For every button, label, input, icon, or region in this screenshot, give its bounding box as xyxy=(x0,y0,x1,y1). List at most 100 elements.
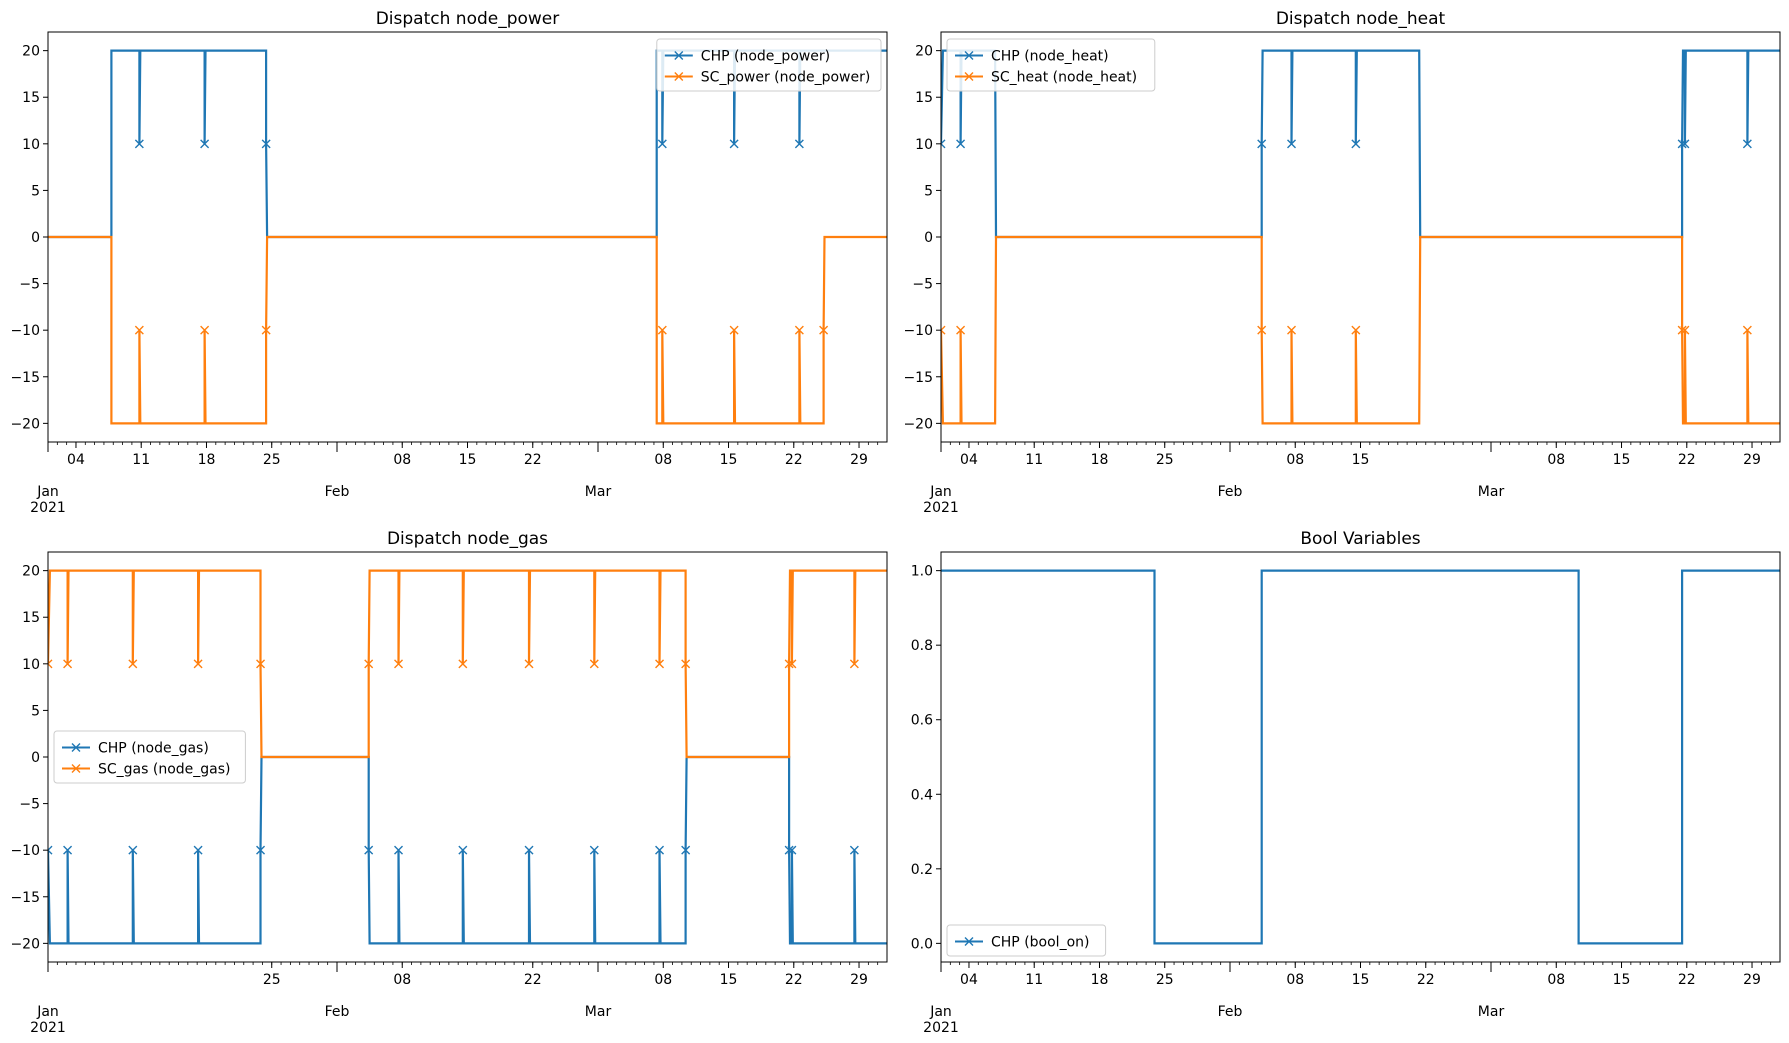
data-marker xyxy=(394,659,404,669)
x-tick-label: 18 xyxy=(1091,972,1109,988)
x-tick-label: 04 xyxy=(960,452,978,468)
x-tick-label: 22 xyxy=(1678,972,1696,988)
y-tick-label: −5 xyxy=(19,277,40,293)
x-year-label: 2021 xyxy=(923,500,959,516)
data-marker xyxy=(200,139,210,149)
x-month-label: Mar xyxy=(1478,1004,1505,1020)
data-marker xyxy=(48,845,53,855)
y-tick-label: 0.6 xyxy=(911,713,933,729)
legend-label: CHP (node_power) xyxy=(701,49,830,65)
data-marker xyxy=(364,845,374,855)
legend-box xyxy=(656,38,882,92)
y-tick-label: −20 xyxy=(903,416,933,432)
y-tick-label: 0.4 xyxy=(911,787,933,803)
series-group xyxy=(941,569,1780,945)
x-tick-label: 25 xyxy=(1156,452,1174,468)
x-tick-label: 04 xyxy=(960,972,978,988)
x-year-label: 2021 xyxy=(923,1020,959,1036)
legend: CHP (node_power) SC_power (node_power) xyxy=(656,38,882,92)
legend-marker xyxy=(964,51,974,60)
x-tick-label: 15 xyxy=(1352,452,1370,468)
x-month-label: Jan xyxy=(36,1004,59,1020)
x-tick-label: 08 xyxy=(654,452,672,468)
legend-marker xyxy=(674,51,684,60)
legend: CHP (node_heat) SC_heat (node_heat) xyxy=(946,38,1156,92)
data-marker xyxy=(1677,325,1687,335)
x-tick-label: 22 xyxy=(524,972,542,988)
legend-label: CHP (node_heat) xyxy=(991,49,1109,65)
x-tick-label: 08 xyxy=(1286,972,1304,988)
y-tick-label: 10 xyxy=(915,137,933,153)
legend-marker xyxy=(674,72,684,81)
x-tick-label: 11 xyxy=(1025,452,1043,468)
y-tick-label: 10 xyxy=(22,137,40,153)
x-month-label: Feb xyxy=(1218,484,1243,500)
x-tick-label: 29 xyxy=(1743,972,1761,988)
x-tick-label: 08 xyxy=(1286,452,1304,468)
data-marker xyxy=(1680,139,1690,149)
x-month-label: Feb xyxy=(325,484,350,500)
legend-label: CHP (node_gas) xyxy=(98,741,209,757)
series-group xyxy=(941,49,1780,425)
series-line-1 xyxy=(48,755,887,945)
data-marker xyxy=(849,845,859,855)
data-marker xyxy=(1257,139,1267,149)
y-tick-label: −10 xyxy=(10,323,40,339)
y-tick-label: 5 xyxy=(924,183,933,199)
x-tick-label: 15 xyxy=(1613,972,1631,988)
data-marker xyxy=(784,659,794,669)
data-marker xyxy=(1287,139,1297,149)
data-marker xyxy=(1742,325,1752,335)
data-marker xyxy=(681,845,691,855)
y-tick-label: 0 xyxy=(924,230,933,246)
y-tick-label: 5 xyxy=(31,703,40,719)
data-marker xyxy=(128,845,138,855)
data-marker xyxy=(63,659,73,669)
x-month-label: Mar xyxy=(585,484,612,500)
x-tick-label: 11 xyxy=(132,452,150,468)
chart-title: Bool Variables xyxy=(1300,529,1420,549)
x-month-label: Jan xyxy=(929,1004,952,1020)
x-tick-label: 22 xyxy=(785,972,803,988)
data-marker xyxy=(134,325,144,335)
y-tick-label: −15 xyxy=(10,890,40,906)
y-tick-label: 0.0 xyxy=(911,936,933,952)
data-marker xyxy=(589,845,599,855)
axes-frame xyxy=(47,31,888,443)
y-tick-label: 1.0 xyxy=(911,564,933,580)
data-marker xyxy=(1257,325,1267,335)
chart-panel-4: Bool Variables 0.0 0.2 0.4 0.6 0.8 1.0 04 11 18 25… xyxy=(911,529,1781,1036)
legend-label: SC_gas (node_gas) xyxy=(98,762,231,778)
x-tick-label: 22 xyxy=(524,452,542,468)
data-marker xyxy=(524,845,534,855)
data-marker xyxy=(655,845,665,855)
x-tick-label: 18 xyxy=(1091,452,1109,468)
legend-marker xyxy=(71,743,81,752)
x-tick-label: 25 xyxy=(1156,972,1174,988)
y-tick-label: 0 xyxy=(31,750,40,766)
legend-box xyxy=(946,924,1107,957)
x-tick-label: 04 xyxy=(67,452,85,468)
data-marker xyxy=(729,325,739,335)
series-line-2 xyxy=(48,235,887,425)
x-tick-label: 22 xyxy=(1417,972,1435,988)
x-month-label: Mar xyxy=(585,1004,612,1020)
legend: CHP (bool_on) xyxy=(946,924,1107,957)
x-tick-label: 15 xyxy=(459,452,477,468)
x-month-label: Jan xyxy=(929,484,952,500)
data-marker xyxy=(657,325,667,335)
series-line-2 xyxy=(48,569,887,759)
chart-title: Dispatch node_heat xyxy=(1276,9,1446,29)
x-tick-label: 15 xyxy=(720,452,738,468)
data-marker xyxy=(849,659,859,669)
x-tick-label: 08 xyxy=(1547,452,1565,468)
x-tick-label: 08 xyxy=(1547,972,1565,988)
x-tick-label: 29 xyxy=(1743,452,1761,468)
x-tick-label: 29 xyxy=(850,452,868,468)
x-year-label: 2021 xyxy=(30,1020,66,1036)
x-month-label: Feb xyxy=(1218,1004,1243,1020)
axes-frame xyxy=(940,551,1781,963)
data-marker xyxy=(1677,139,1687,149)
y-tick-label: 0.8 xyxy=(911,638,933,654)
